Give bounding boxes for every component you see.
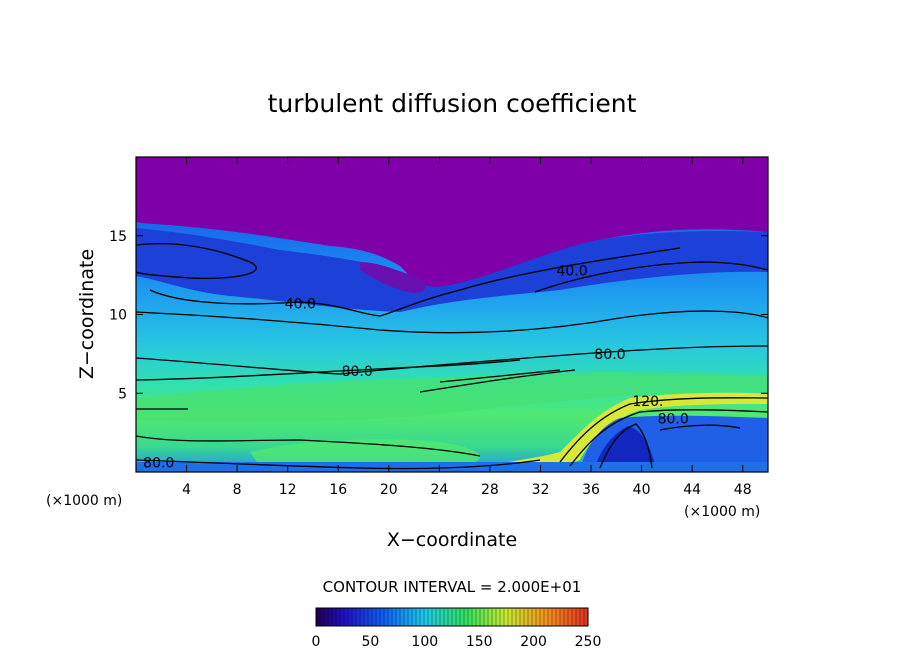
colorbar-tick-label: 0 (312, 634, 321, 650)
lower-green-patch (250, 439, 480, 469)
contour-line (136, 345, 768, 375)
x-axis-label: X−coordinate (387, 529, 517, 551)
contour-line (534, 261, 768, 293)
contour-line (439, 369, 561, 383)
x-tick-label: 48 (734, 482, 752, 498)
contour-label: 120. (632, 394, 663, 410)
colorbar-ticks: 0 50 100 150 200 250 (312, 634, 602, 650)
contour-lines (136, 243, 768, 470)
contour-line (559, 397, 768, 463)
x-tick-label: 32 (532, 482, 550, 498)
x-tick-label: 40 (633, 482, 651, 498)
green-band (136, 372, 768, 422)
blue-layer (136, 228, 768, 312)
colorbar-stripes (315, 608, 589, 626)
yellow-ridge (460, 392, 768, 472)
y-tick-label: 5 (118, 386, 127, 402)
contour-line (136, 435, 481, 457)
bottom-blue-strip (136, 462, 768, 472)
x-ticks: 4 8 12 16 20 24 28 32 36 40 44 48 (182, 157, 752, 498)
colorbar-tick-label: 250 (575, 634, 602, 650)
contour-line (136, 243, 257, 279)
contour-label: 80.0 (658, 411, 689, 427)
contour-line (136, 310, 768, 334)
y-axis-label: Z−coordinate (76, 249, 98, 379)
contour-label: 80.0 (143, 456, 174, 472)
x-tick-label: 4 (182, 482, 191, 498)
colorbar-frame (315, 607, 589, 627)
contour-line (659, 424, 741, 431)
colorbar-tick-label: 100 (411, 634, 438, 650)
contour-line (419, 369, 576, 393)
x-tick-label: 20 (380, 482, 398, 498)
x-tick-label: 12 (279, 482, 297, 498)
contour-label: 40.0 (285, 296, 316, 312)
chart-title: turbulent diffusion coefficient (268, 89, 637, 118)
y-tick-label: 10 (109, 308, 127, 324)
colorbar-tick-label: 200 (520, 634, 547, 650)
contour-line (136, 459, 541, 470)
plot-area (136, 157, 768, 472)
contour-line (149, 247, 681, 317)
colorbar-tick-label: 150 (466, 634, 493, 650)
contour-line (136, 359, 521, 381)
x-tick-label: 36 (582, 482, 600, 498)
contour-label: 80.0 (342, 364, 373, 380)
x-tick-label: 24 (430, 482, 448, 498)
x-tick-label: 16 (329, 482, 347, 498)
colorbar-tick-label: 50 (361, 634, 379, 650)
contour-label: 80.0 (594, 347, 625, 363)
x-tick-label: 44 (683, 482, 701, 498)
colorbar: 0 50 100 150 200 250 (312, 607, 602, 650)
x-unit-left: (×1000 m) (46, 493, 122, 509)
contour-interval-text: CONTOUR INTERVAL = 2.000E+01 (323, 578, 582, 596)
contour-label: 40.0 (556, 263, 587, 279)
y-ticks: 5 10 15 (109, 229, 768, 402)
y-tick-label: 15 (109, 229, 127, 245)
contour-line (569, 409, 768, 467)
purple-region (136, 157, 768, 287)
deep-blue-pocket (594, 426, 656, 470)
x-unit-right: (×1000 m) (684, 504, 760, 520)
x-tick-label: 28 (481, 482, 499, 498)
purple-tongue (360, 262, 426, 293)
x-tick-label: 8 (233, 482, 242, 498)
contour-line (599, 423, 653, 469)
